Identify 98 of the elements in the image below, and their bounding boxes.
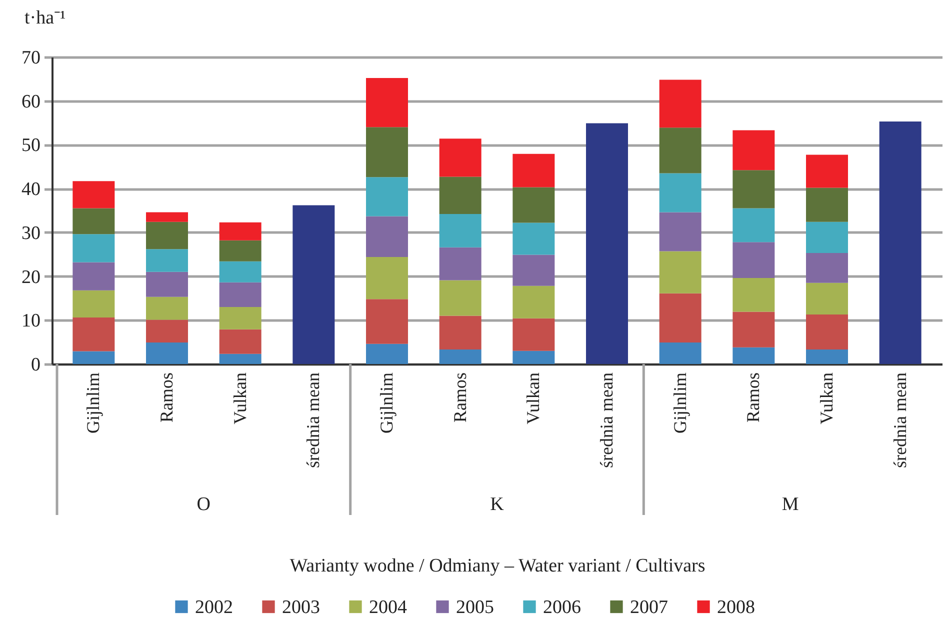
x-tick-label: średnia mean xyxy=(303,372,324,468)
y-tick-label: 40 xyxy=(22,179,40,200)
bar xyxy=(806,188,848,222)
bar xyxy=(72,181,115,208)
bar xyxy=(72,262,115,290)
bar xyxy=(219,306,262,330)
x-tick-label: Gijlnlim xyxy=(670,372,690,434)
bar xyxy=(512,222,555,255)
y-tick-label: 30 xyxy=(22,222,40,244)
bar xyxy=(366,216,408,257)
bar xyxy=(732,312,775,348)
x-tick-label: Ramos xyxy=(156,372,176,423)
y-tick-label: 60 xyxy=(22,91,40,112)
bar xyxy=(146,272,188,297)
legend-label: 2007 xyxy=(630,596,668,618)
bar xyxy=(512,350,555,364)
bar xyxy=(366,127,408,178)
bar xyxy=(439,176,482,214)
bar xyxy=(72,208,115,234)
bar xyxy=(146,342,188,364)
bar xyxy=(732,208,775,242)
bar xyxy=(732,347,775,364)
bar xyxy=(732,170,775,208)
bar xyxy=(366,177,408,216)
y-tick-label: 50 xyxy=(22,135,40,156)
bar xyxy=(439,214,482,248)
x-tick-label: średnia mean xyxy=(596,372,616,468)
bar xyxy=(72,290,115,318)
x-tick-label: Vulkan xyxy=(816,372,836,424)
bar xyxy=(146,212,188,222)
y-tick-label: 10 xyxy=(22,310,40,332)
bar xyxy=(219,261,262,282)
bar xyxy=(146,249,188,272)
bar xyxy=(512,286,555,318)
bar xyxy=(219,222,262,240)
bar xyxy=(439,280,482,316)
bar xyxy=(72,318,115,352)
bar xyxy=(586,123,628,364)
bar xyxy=(72,234,115,262)
bar xyxy=(292,205,335,364)
bar xyxy=(659,80,702,128)
x-axis-title: Warianty wodne / Odmiany – Water variant / Cultivars xyxy=(290,556,706,576)
bar xyxy=(732,130,775,170)
bar xyxy=(806,350,848,364)
bar xyxy=(806,282,848,314)
y-tick-label: 20 xyxy=(22,266,40,288)
bar xyxy=(806,222,848,254)
bar xyxy=(219,354,262,364)
x-tick-label: średnia mean xyxy=(890,372,910,468)
bar xyxy=(219,282,262,307)
legend-label: 2006 xyxy=(543,596,581,618)
bar xyxy=(732,242,775,278)
bar xyxy=(366,344,408,364)
legend-label: 2002 xyxy=(195,596,233,618)
bar xyxy=(146,320,188,343)
bar xyxy=(366,78,408,128)
bar xyxy=(512,254,555,286)
bar xyxy=(659,128,702,174)
bar xyxy=(659,293,702,343)
bar xyxy=(512,154,555,188)
bar xyxy=(146,222,188,250)
bar xyxy=(659,212,702,252)
legend-label: 2008 xyxy=(717,596,755,618)
text: M xyxy=(782,494,799,515)
bar xyxy=(806,154,848,188)
bar xyxy=(439,350,482,364)
bar xyxy=(439,247,482,280)
y-tick-label: 0 xyxy=(31,354,40,376)
x-tick-label: Ramos xyxy=(743,372,764,423)
legend-label: 2005 xyxy=(456,596,494,618)
bar xyxy=(439,316,482,350)
bar xyxy=(659,173,702,212)
bar xyxy=(512,318,555,351)
x-tick-label: Ramos xyxy=(450,372,470,423)
x-tick-label: Vulkan xyxy=(523,372,544,424)
text: O xyxy=(196,494,211,515)
bar xyxy=(659,251,702,294)
bar xyxy=(219,329,262,354)
legend-label: 2003 xyxy=(282,596,320,618)
bar xyxy=(879,121,922,364)
legend-label: 2004 xyxy=(369,596,408,618)
bar xyxy=(732,278,775,312)
bar xyxy=(146,296,188,320)
bar xyxy=(366,299,408,344)
bar xyxy=(219,240,262,262)
x-tick-label: Vulkan xyxy=(230,372,250,424)
bar xyxy=(72,351,115,364)
bar xyxy=(659,342,702,364)
x-tick-label: Gijlnlim xyxy=(83,372,104,434)
bar xyxy=(806,253,848,283)
y-axis-title: t·ha⁻¹ xyxy=(24,8,66,28)
y-tick-label: 70 xyxy=(22,48,40,68)
bar xyxy=(512,187,555,223)
x-tick-label: Gijlnlim xyxy=(376,372,396,434)
text: K xyxy=(490,494,504,515)
bar xyxy=(806,314,848,350)
bar xyxy=(439,138,482,177)
bar xyxy=(366,256,408,300)
